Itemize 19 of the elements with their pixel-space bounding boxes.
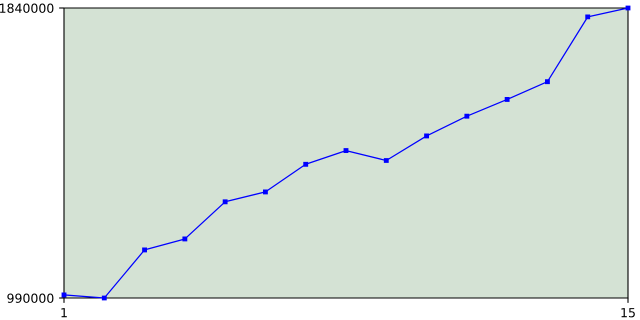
point [222,199,228,204]
point [626,6,630,10]
point [504,97,510,102]
point [263,189,268,194]
x-tick-label: 1 [61,308,67,318]
point [62,292,66,298]
point [303,162,308,167]
point [464,114,470,119]
point [545,79,550,84]
point [102,296,107,300]
x-tick-label: 15 [621,308,635,318]
point [384,158,389,163]
point [142,247,147,252]
y-tick-label: 1840000 [0,3,54,13]
point [585,14,590,20]
point [182,236,188,242]
point [424,134,429,138]
point [344,148,348,154]
y-tick-label: 990000 [7,293,54,303]
